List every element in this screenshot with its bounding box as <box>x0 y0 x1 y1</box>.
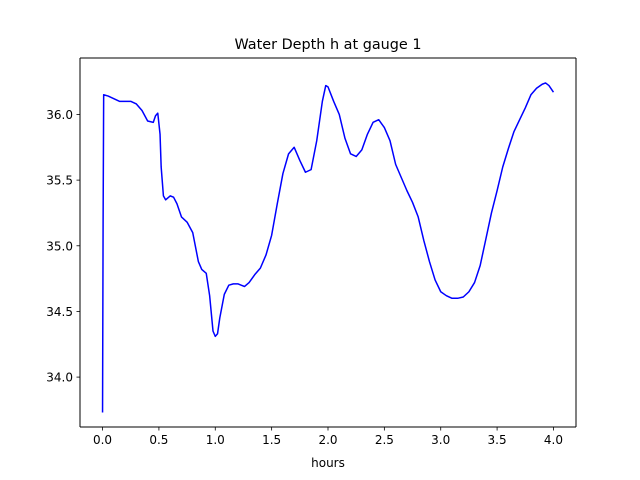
x-tick-label: 4.0 <box>544 433 563 447</box>
y-tick-label: 35.0 <box>46 239 73 253</box>
x-tick-label: 2.5 <box>375 433 394 447</box>
y-axis-ticks: 34.0 34.5 35.0 35.5 36.0 <box>46 108 80 385</box>
series-line-0 <box>101 82 555 413</box>
y-tick-label: 36.0 <box>46 108 73 122</box>
axes-frame <box>79 57 577 428</box>
x-tick-label: 1.0 <box>206 433 225 447</box>
x-axis-label: hours <box>311 456 345 470</box>
x-tick-label: 2.0 <box>318 433 337 447</box>
y-tick-label: 34.0 <box>46 371 73 385</box>
series-layer <box>101 82 555 413</box>
plot-area <box>80 58 576 427</box>
x-tick-label: 0.0 <box>93 433 112 447</box>
x-tick-label: 1.5 <box>262 433 281 447</box>
chart-title: Water Depth h at gauge 1 <box>234 37 421 53</box>
y-tick-label: 35.5 <box>46 174 73 188</box>
x-tick-label: 3.0 <box>431 433 450 447</box>
y-tick-label: 34.5 <box>46 305 73 319</box>
x-tick-label: 3.5 <box>488 433 507 447</box>
x-tick-label: 0.5 <box>149 433 168 447</box>
x-axis-ticks: 0.0 0.5 1.0 1.5 2.0 2.5 3.0 3.5 4.0 <box>93 427 563 447</box>
